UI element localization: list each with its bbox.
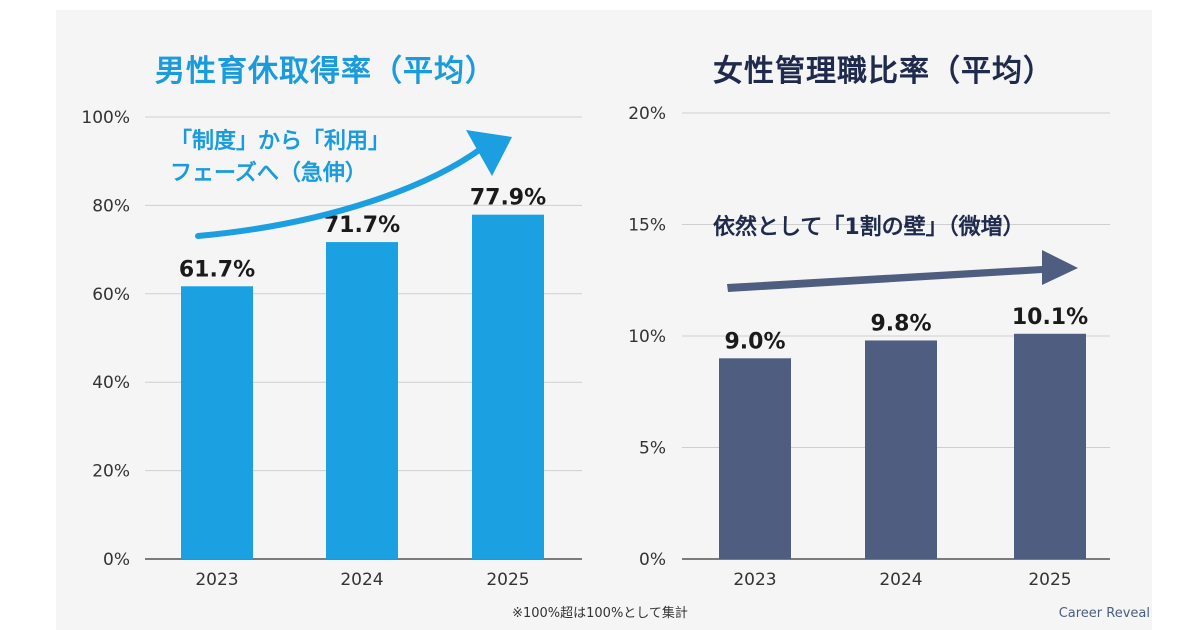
- female-manager-data-label-2023: 9.0%: [724, 329, 785, 354]
- male-leave-bar-2024: [326, 242, 398, 559]
- male-leave-trend-arrow-head: [466, 130, 512, 176]
- female-manager-x-tick-label: 2023: [733, 570, 776, 590]
- male-leave-x-tick-label: 2023: [195, 570, 238, 590]
- female-manager-trend-arrow: [727, 250, 1078, 292]
- female-manager-x-tick-label: 2025: [1028, 570, 1071, 590]
- male-leave-data-label-2023: 61.7%: [179, 257, 255, 282]
- footnote: ※100%超は100%として集計: [512, 606, 688, 621]
- male-leave-y-tick-label: 100%: [81, 108, 130, 128]
- male-leave-annotation: 「制度」から「利用」 フェーズへ（急伸）: [170, 126, 390, 190]
- male-leave-data-label-2024: 71.7%: [324, 213, 400, 238]
- female-manager-annotation-line-1: 依然として「1割の壁」（微増）: [713, 215, 1025, 240]
- male-leave-y-tick-label: 60%: [92, 285, 130, 305]
- male-leave-x-tick-label: 2025: [486, 570, 529, 590]
- female-manager-x-tick-label: 2024: [879, 570, 922, 590]
- female-manager-y-tick-label: 10%: [628, 327, 666, 347]
- female-manager-annotation: 依然として「1割の壁」（微増）: [713, 212, 1025, 244]
- male-childcare-leave-title: 男性育休取得率（平均）: [155, 54, 496, 89]
- male-leave-annotation-line-2: フェーズへ（急伸）: [170, 161, 367, 186]
- male-leave-y-tick-label: 40%: [92, 373, 130, 393]
- female-manager-bar-2025: [1014, 333, 1086, 559]
- male-leave-y-tick-label: 0%: [103, 550, 130, 570]
- male-leave-bar-2025: [472, 214, 544, 559]
- male-leave-annotation-line-1: 「制度」から「利用」: [170, 129, 391, 154]
- female-manager-ratio-title: 女性管理職比率（平均）: [713, 54, 1054, 89]
- female-manager-y-tick-label: 5%: [639, 439, 666, 459]
- female-manager-data-label-2025: 10.1%: [1012, 305, 1088, 330]
- female-manager-bar-2024: [865, 340, 937, 559]
- female-manager-y-tick-label: 0%: [639, 550, 666, 570]
- female-manager-y-tick-label: 20%: [628, 104, 666, 124]
- male-leave-data-label-2025: 77.9%: [470, 186, 546, 211]
- male-leave-x-tick-label: 2024: [340, 570, 383, 590]
- brand-label: Career Reveal: [1058, 606, 1150, 621]
- female-manager-bar-2023: [719, 358, 791, 559]
- male-leave-bar-2023: [181, 286, 253, 559]
- female-manager-data-label-2024: 9.8%: [870, 311, 931, 336]
- male-leave-y-tick-label: 20%: [92, 462, 130, 482]
- female-manager-y-tick-label: 15%: [628, 216, 666, 236]
- male-leave-y-tick-label: 80%: [92, 196, 130, 216]
- male-leave-trend-arrow: [195, 145, 485, 239]
